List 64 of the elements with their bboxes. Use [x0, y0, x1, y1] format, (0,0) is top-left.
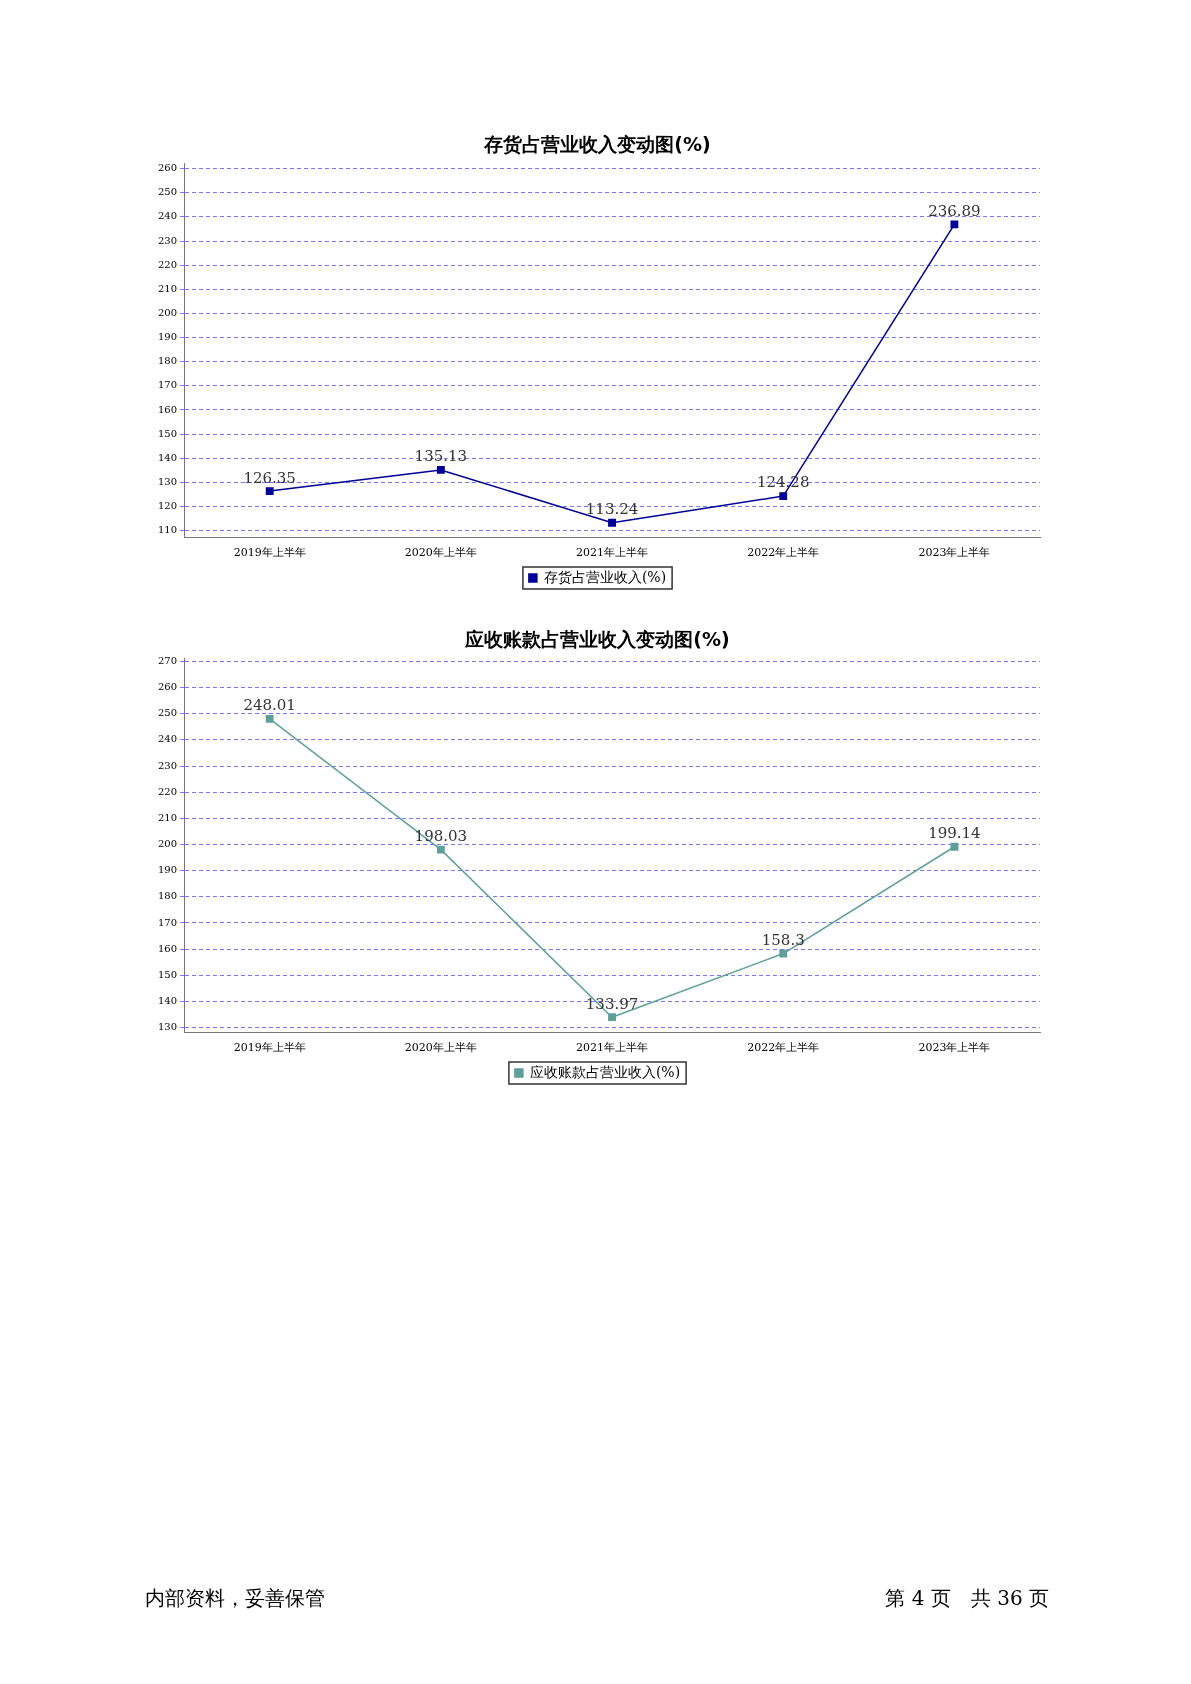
point	[265, 715, 274, 723]
y-tick-label: 180	[157, 355, 178, 367]
y-tick-label: 220	[157, 785, 178, 797]
y-tick-label: 150	[157, 968, 178, 980]
y-tick-label: 250	[157, 707, 178, 719]
y-tick-label: 230	[157, 759, 178, 771]
y-tick-label: 190	[157, 864, 178, 876]
point	[950, 220, 959, 229]
data-label: 248.01	[243, 696, 296, 715]
x-tick-label: 2019年上半年	[233, 546, 306, 560]
data-label: 113.24	[585, 500, 639, 519]
y-tick-label: 150	[157, 427, 178, 439]
y-tick-label: 240	[157, 210, 178, 222]
y-tick-label: 210	[157, 811, 178, 823]
data-label: 158.3	[761, 930, 805, 949]
x-tick-label: 2023年上半年	[918, 1041, 991, 1055]
point	[779, 492, 788, 501]
y-tick-label: 170	[157, 379, 178, 391]
x-tick-label: 2021年上半年	[576, 1041, 649, 1055]
data-label: 236.89	[928, 201, 981, 220]
x-tick-label: 2022年上半年	[747, 1041, 820, 1055]
y-tick-label: 140	[157, 995, 178, 1007]
y-tick-label: 220	[157, 258, 178, 270]
point	[779, 949, 788, 958]
y-tick-label: 130	[157, 1021, 178, 1033]
x-tick-label: 2021年上半年	[576, 546, 649, 560]
y-tick-label: 200	[157, 306, 178, 318]
y-tick-label: 170	[157, 916, 178, 928]
point	[950, 842, 959, 851]
point	[608, 1013, 616, 1022]
y-tick-label: 230	[157, 234, 178, 246]
y-tick-label: 190	[157, 331, 178, 343]
point	[608, 518, 616, 527]
y-tick-label: 250	[157, 186, 178, 198]
x-tick-label: 2019年上半年	[233, 1041, 306, 1055]
legend-label: 应收账款占营业收入(%)	[529, 1063, 681, 1080]
y-tick-label: 260	[157, 162, 178, 174]
y-tick-label: 140	[157, 451, 178, 463]
y-tick-label: 210	[157, 282, 178, 294]
y-tick-label: 260	[157, 681, 178, 693]
y-tick-label: 240	[157, 733, 178, 745]
y-tick-label: 110	[157, 524, 178, 536]
y-tick-label: 130	[157, 475, 178, 487]
chart-title: 存货占营业收入变动图(%)	[483, 133, 711, 156]
data-label: 199.14	[928, 824, 981, 843]
x-tick-label: 2023年上半年	[918, 546, 991, 560]
point	[265, 487, 274, 496]
y-tick-label: 120	[157, 500, 178, 512]
legend-label: 存货占营业收入(%)	[543, 568, 667, 585]
chart-title: 应收账款占营业收入变动图(%)	[464, 628, 730, 651]
text: 内部资料，妥善保管	[145, 1585, 325, 1612]
text: 第 4 页 共 36 页	[885, 1585, 1049, 1612]
point	[436, 845, 445, 854]
y-tick-label: 160	[157, 942, 178, 954]
x-tick-label: 2020年上半年	[404, 1041, 477, 1055]
data-label: 126.35	[243, 468, 296, 487]
y-tick-label: 180	[157, 890, 178, 902]
point	[436, 465, 445, 474]
y-tick-label: 200	[157, 838, 178, 850]
y-tick-label: 160	[157, 403, 178, 415]
x-tick-label: 2022年上半年	[747, 546, 820, 560]
y-tick-label: 270	[157, 655, 178, 667]
data-label: 135.13	[414, 447, 468, 466]
x-tick-label: 2020年上半年	[404, 546, 477, 560]
